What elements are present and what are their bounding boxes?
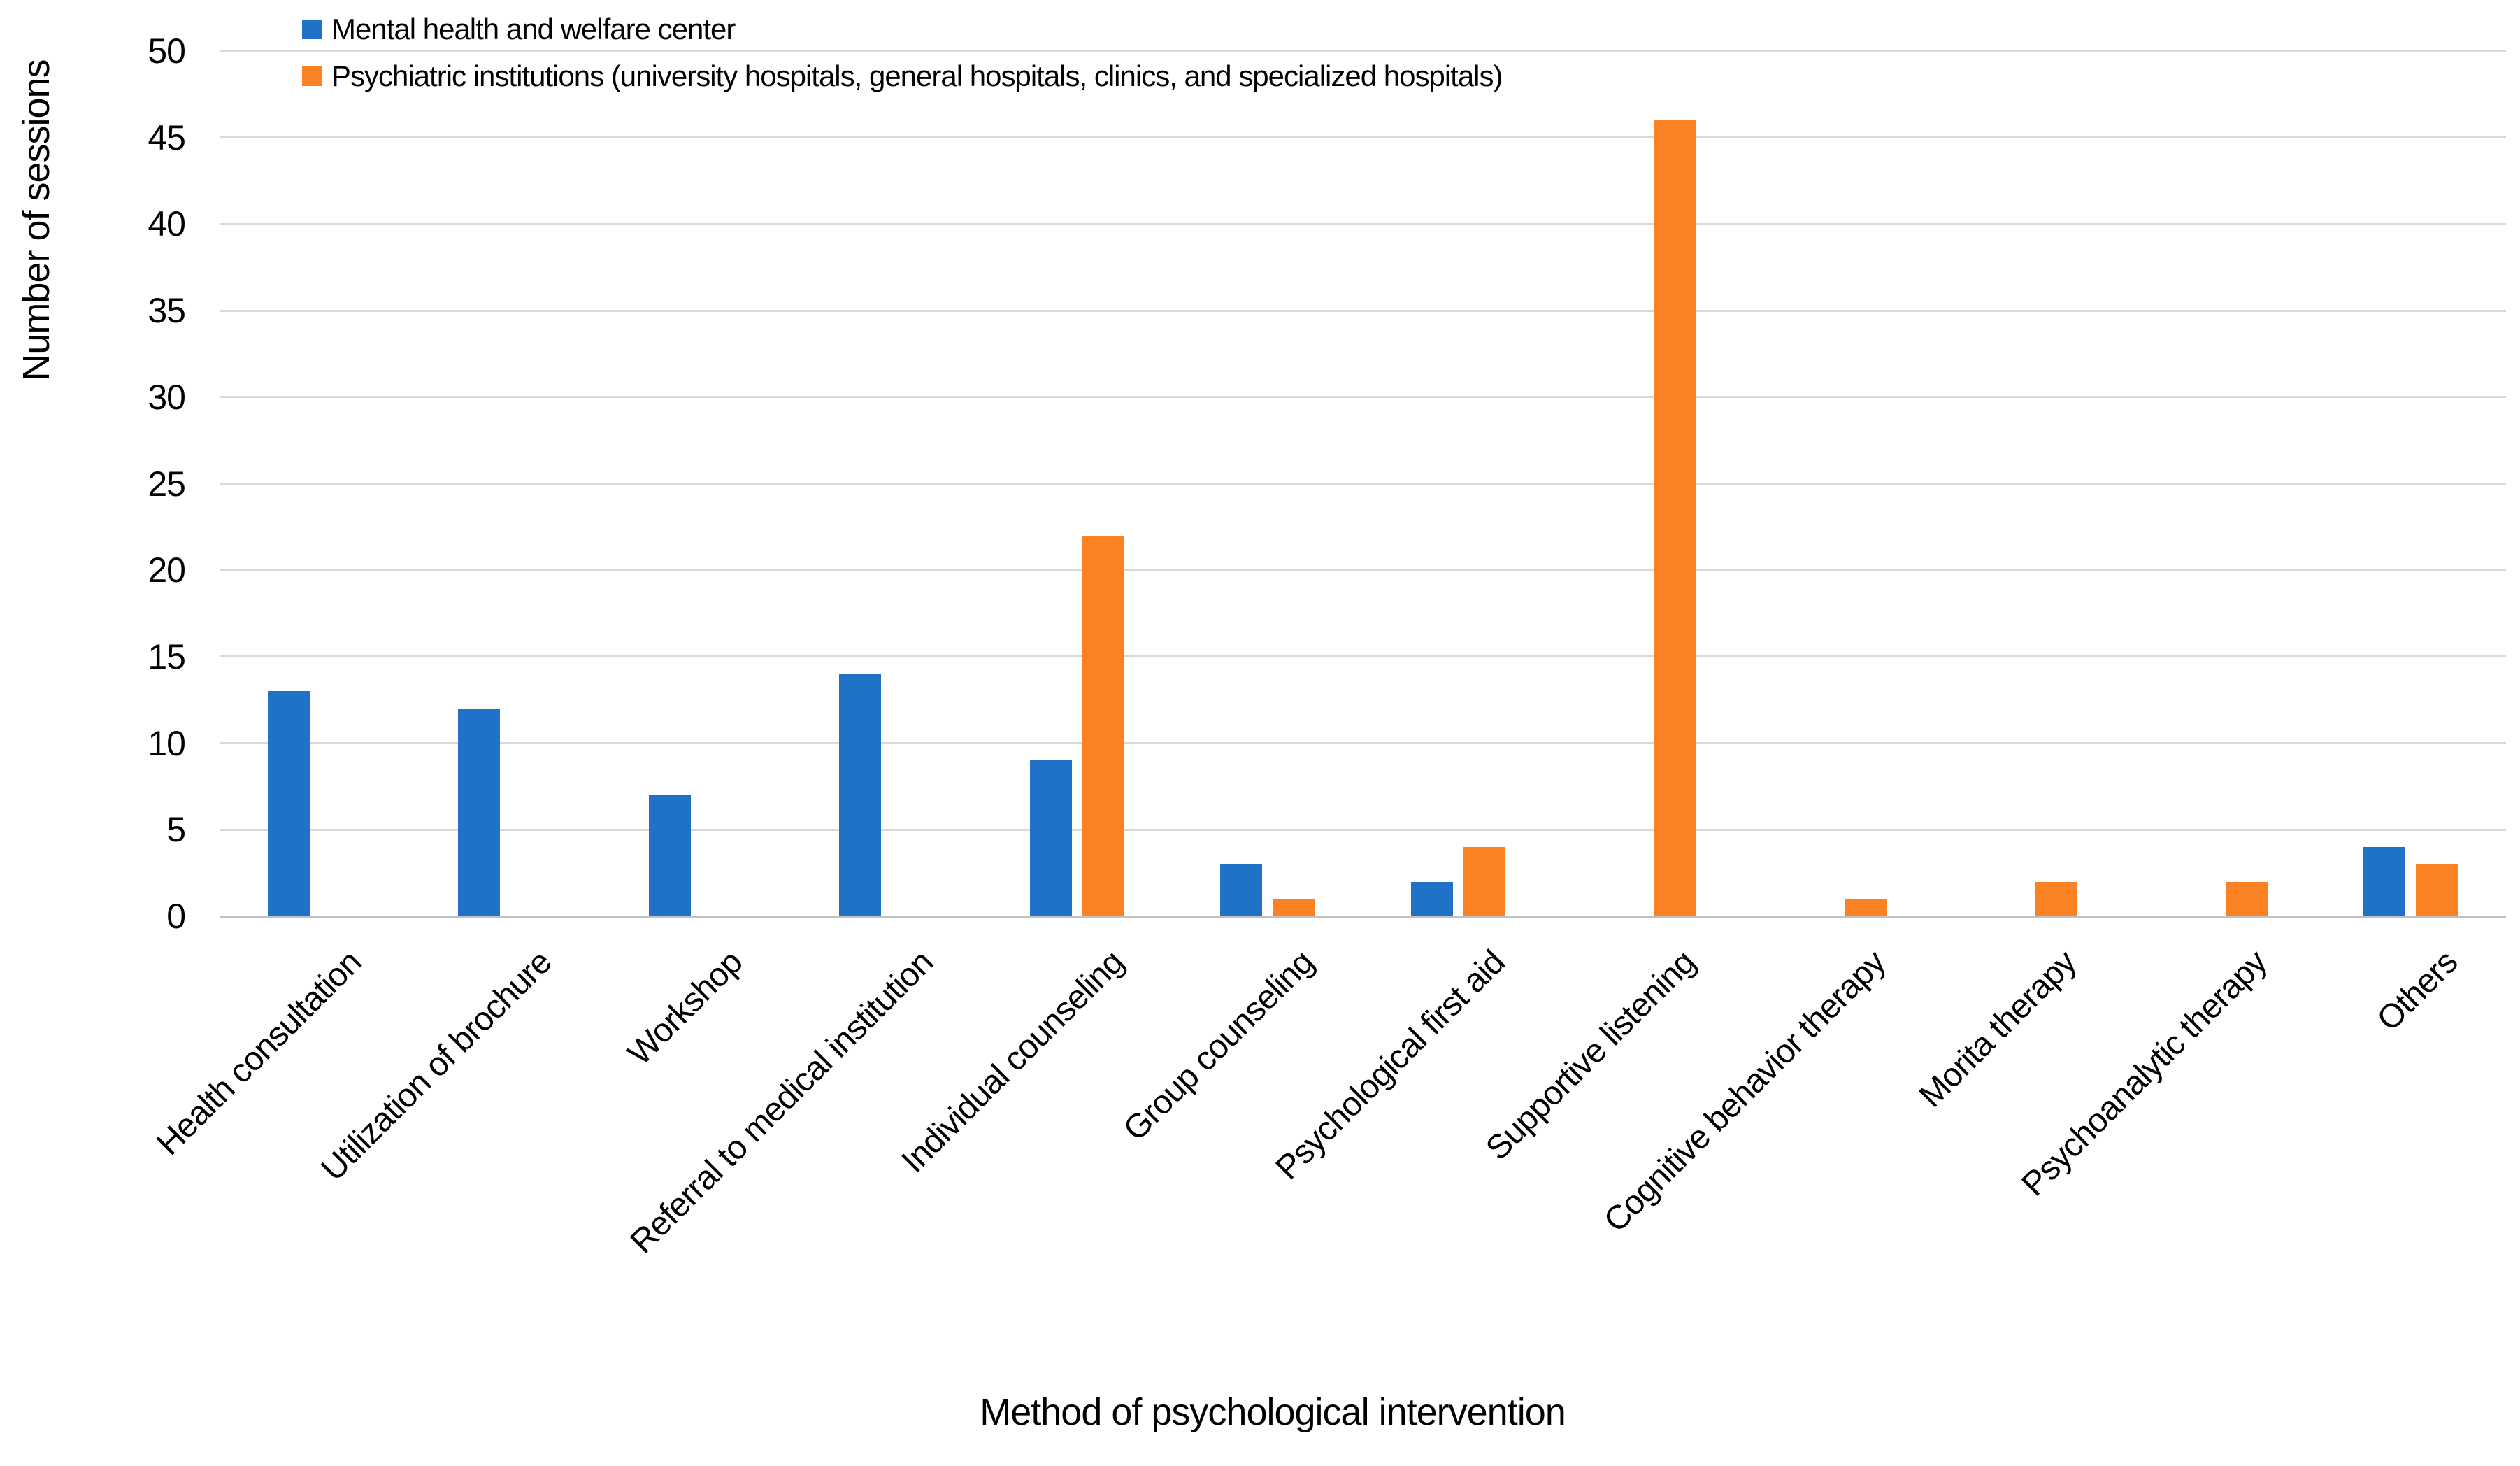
bar-mental-health-center [1410, 881, 1453, 916]
y-tick-label: 50 [148, 31, 186, 71]
y-tick-label: 40 [148, 204, 186, 244]
category-label: Referral to medical institution [623, 944, 940, 1261]
y-tick-label: 20 [148, 550, 186, 590]
bar-psychiatric-institutions [1463, 847, 1505, 916]
bar-mental-health-center [2363, 847, 2406, 916]
bar-mental-health-center [648, 795, 691, 916]
bar-psychiatric-institutions [2416, 864, 2458, 916]
bar-psychiatric-institutions [2035, 881, 2077, 916]
legend-swatch-psychiatric-icon [302, 66, 322, 86]
y-tick-label: 25 [148, 464, 186, 504]
gridline [220, 483, 2506, 485]
gridline [220, 396, 2506, 399]
y-tick-label: 30 [148, 377, 186, 417]
bar-mental-health-center [1220, 864, 1263, 916]
gridline [220, 222, 2506, 225]
bar-psychiatric-institutions [1654, 120, 1696, 916]
gridline [220, 50, 2506, 52]
bar-mental-health-center [458, 709, 501, 916]
category-label: Group counseling [1117, 944, 1322, 1148]
y-tick-label: 45 [148, 118, 186, 157]
gridline [220, 136, 2506, 139]
category-label: Workshop [620, 944, 750, 1073]
x-axis-line [220, 915, 2506, 918]
bar-mental-health-center [839, 674, 882, 916]
category-label: Supportive listening [1478, 944, 1703, 1167]
category-label: Others [2370, 944, 2465, 1039]
gridline [220, 655, 2506, 658]
bar-psychiatric-institutions [1844, 899, 1887, 916]
gridline [220, 569, 2506, 571]
legend: Mental health and welfare center Psychia… [302, 13, 1503, 108]
x-axis-title: Method of psychological intervention [980, 1391, 1566, 1433]
y-tick-label: 15 [148, 636, 186, 676]
legend-label-psychiatric: Psychiatric institutions (university hos… [331, 59, 1503, 92]
gridline [220, 309, 2506, 312]
bar-mental-health-center [267, 691, 310, 916]
gridline [220, 742, 2506, 745]
legend-label-mental-health: Mental health and welfare center [331, 13, 736, 45]
y-tick-label: 35 [148, 291, 186, 331]
legend-item-mental-health: Mental health and welfare center [302, 13, 1503, 45]
legend-item-psychiatric: Psychiatric institutions (university hos… [302, 59, 1503, 92]
bar-psychiatric-institutions [1273, 899, 1315, 916]
legend-swatch-mental-health-icon [302, 20, 322, 39]
y-tick-label: 0 [166, 897, 186, 936]
bar-psychiatric-institutions [2225, 881, 2268, 916]
gridline [220, 828, 2506, 831]
bar-mental-health-center [1029, 760, 1072, 916]
bar-psychiatric-institutions [1082, 535, 1124, 916]
y-tick-label: 10 [148, 723, 186, 763]
category-label: Health consultation [150, 944, 368, 1163]
y-tick-label: 5 [166, 810, 186, 850]
category-label: Morita therapy [1912, 944, 2084, 1115]
